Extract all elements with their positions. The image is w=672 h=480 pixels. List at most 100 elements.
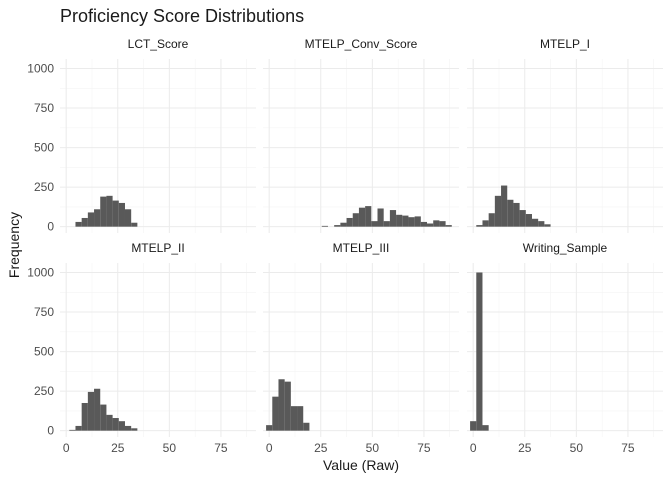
histogram-bar bbox=[402, 215, 409, 227]
histogram-bar bbox=[476, 225, 483, 227]
histogram-bar bbox=[408, 217, 415, 227]
histogram-bar bbox=[513, 202, 520, 227]
histogram-bar bbox=[272, 396, 279, 431]
histogram-bar bbox=[321, 225, 328, 227]
y-axis-label: Frequency bbox=[6, 212, 22, 278]
histogram-bar bbox=[303, 422, 310, 431]
histogram-bar bbox=[531, 218, 539, 227]
histogram-bar bbox=[112, 200, 119, 227]
histogram-bar bbox=[297, 406, 304, 431]
facet-panel-MTELP_Conv_Score: MTELP_Conv_Score bbox=[263, 37, 459, 233]
histogram-bar bbox=[106, 195, 113, 227]
histogram-bar bbox=[365, 206, 372, 227]
histogram-bar bbox=[100, 404, 107, 431]
x-tick-label: 75 bbox=[621, 441, 635, 455]
histogram-bar bbox=[482, 220, 489, 227]
histogram-bar bbox=[383, 221, 390, 227]
facet-strip-label: MTELP_II bbox=[131, 241, 184, 255]
histogram-bar bbox=[284, 381, 291, 431]
x-axis-label: Value (Raw) bbox=[323, 457, 399, 473]
histogram-bar bbox=[544, 224, 551, 227]
y-tick-label: 750 bbox=[34, 305, 54, 319]
x-tick-label: 50 bbox=[163, 441, 177, 455]
histogram-bar bbox=[290, 406, 298, 431]
facet-panel-LCT_Score: LCT_Score 0 250 500 750 1000 bbox=[27, 37, 256, 234]
histogram-bar bbox=[75, 221, 82, 227]
chart-title: Proficiency Score Distributions bbox=[60, 6, 304, 26]
facet-panel-MTELP_I: MTELP_I bbox=[467, 37, 663, 233]
y-tick-label: 250 bbox=[34, 384, 54, 398]
facet-strip-label: LCT_Score bbox=[128, 37, 189, 51]
histogram-bar bbox=[124, 209, 132, 227]
histogram-bar bbox=[433, 220, 440, 227]
facet-panel-MTELP_II: MTELP_II 0 250 500 750 1000 0 25 50 75 bbox=[27, 241, 256, 455]
histogram-bar bbox=[100, 196, 107, 227]
histogram-bar bbox=[377, 208, 384, 227]
y-tick-label: 250 bbox=[34, 180, 54, 194]
histogram-bar bbox=[94, 209, 101, 227]
y-tick-label: 1000 bbox=[27, 61, 54, 75]
histogram-bar bbox=[334, 225, 341, 227]
facet-panel-Writing_Sample: Writing_Sample 0 25 50 75 bbox=[467, 241, 663, 455]
histogram-bar bbox=[340, 222, 347, 227]
histogram-bar bbox=[445, 225, 452, 227]
histogram-bar bbox=[494, 195, 502, 227]
x-tick-label: 0 bbox=[63, 441, 70, 455]
histogram-bar bbox=[414, 216, 421, 227]
histogram-bar bbox=[118, 202, 125, 227]
y-tick-label: 0 bbox=[47, 220, 54, 234]
facet-strip-label: MTELP_Conv_Score bbox=[305, 37, 418, 51]
x-tick-label: 50 bbox=[366, 441, 380, 455]
x-tick-label: 25 bbox=[518, 441, 532, 455]
histogram-bar bbox=[476, 272, 483, 431]
histogram-bar bbox=[81, 402, 88, 431]
facet-strip-label: Writing_Sample bbox=[523, 241, 608, 255]
x-tick-label: 50 bbox=[570, 441, 584, 455]
x-tick-label: 0 bbox=[470, 441, 477, 455]
histogram-bar bbox=[124, 425, 132, 431]
x-tick-label: 25 bbox=[314, 441, 328, 455]
x-tick-label: 0 bbox=[266, 441, 273, 455]
histogram-bar bbox=[427, 223, 434, 227]
histogram-bar bbox=[371, 221, 378, 227]
histogram-bar bbox=[87, 391, 95, 431]
x-tick-label: 75 bbox=[214, 441, 228, 455]
y-tick-label: 500 bbox=[34, 345, 54, 359]
histogram-bar bbox=[358, 207, 366, 227]
histogram-bar bbox=[420, 221, 428, 227]
facet-strip-label: MTELP_III bbox=[333, 241, 390, 255]
histogram-bar bbox=[507, 199, 514, 227]
histogram-bar bbox=[75, 425, 82, 431]
histogram-bar bbox=[278, 379, 285, 431]
histogram-bar bbox=[131, 428, 138, 431]
histogram-bar bbox=[346, 217, 353, 227]
histogram-bar bbox=[538, 221, 545, 227]
y-tick-label: 750 bbox=[34, 101, 54, 115]
y-tick-label: 1000 bbox=[27, 265, 54, 279]
histogram-bar bbox=[470, 421, 477, 431]
histogram-bar bbox=[266, 425, 273, 431]
histogram-bar bbox=[352, 213, 359, 227]
histogram-bar bbox=[519, 210, 526, 227]
histogram-bar bbox=[131, 222, 138, 227]
facet-panel-MTELP_III: MTELP_III 0 25 50 75 bbox=[263, 241, 459, 455]
histogram-bar bbox=[94, 388, 101, 431]
histogram-bar bbox=[501, 185, 508, 227]
histogram-bar bbox=[106, 414, 113, 431]
histogram-bar bbox=[81, 217, 88, 227]
x-tick-label: 75 bbox=[417, 441, 431, 455]
histogram-bar bbox=[118, 421, 125, 431]
facet-strip-label: MTELP_I bbox=[540, 37, 590, 51]
histogram-bar bbox=[112, 418, 119, 431]
histogram-bar bbox=[488, 213, 495, 227]
histogram-bar bbox=[87, 212, 95, 227]
histogram-bar bbox=[482, 425, 489, 431]
y-tick-label: 500 bbox=[34, 141, 54, 155]
x-tick-label: 25 bbox=[111, 441, 125, 455]
histogram-bar bbox=[525, 214, 532, 227]
y-tick-label: 0 bbox=[47, 424, 54, 438]
histogram-bar bbox=[69, 429, 76, 431]
histogram-bar bbox=[389, 210, 397, 227]
